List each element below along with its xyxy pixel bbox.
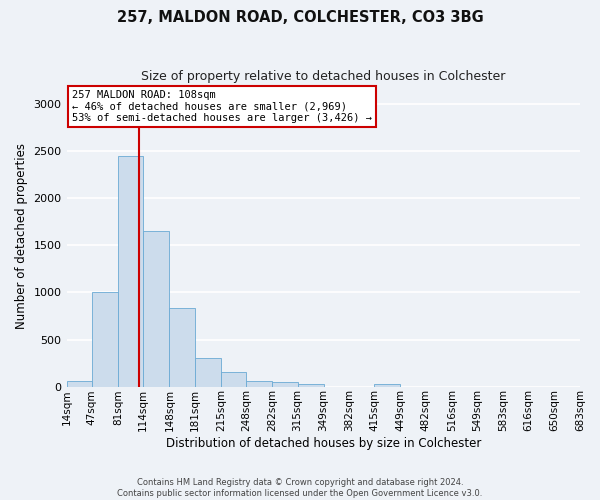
Bar <box>298 384 323 386</box>
Bar <box>169 308 195 386</box>
Text: 257 MALDON ROAD: 108sqm
← 46% of detached houses are smaller (2,969)
53% of semi: 257 MALDON ROAD: 108sqm ← 46% of detache… <box>71 90 371 124</box>
Bar <box>374 384 400 386</box>
Bar <box>143 232 169 386</box>
Text: 257, MALDON ROAD, COLCHESTER, CO3 3BG: 257, MALDON ROAD, COLCHESTER, CO3 3BG <box>116 10 484 25</box>
Bar <box>118 156 143 386</box>
Bar <box>92 292 118 386</box>
Text: Contains HM Land Registry data © Crown copyright and database right 2024.
Contai: Contains HM Land Registry data © Crown c… <box>118 478 482 498</box>
X-axis label: Distribution of detached houses by size in Colchester: Distribution of detached houses by size … <box>166 437 481 450</box>
Title: Size of property relative to detached houses in Colchester: Size of property relative to detached ho… <box>141 70 505 83</box>
Bar <box>272 382 298 386</box>
Bar <box>195 358 221 386</box>
Bar <box>246 382 272 386</box>
Bar <box>221 372 246 386</box>
Bar <box>67 382 92 386</box>
Y-axis label: Number of detached properties: Number of detached properties <box>15 143 28 329</box>
